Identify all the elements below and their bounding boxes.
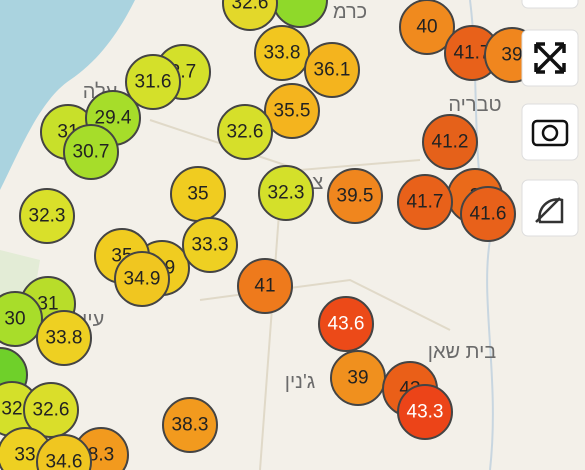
temperature-marker: 30 bbox=[0, 291, 43, 347]
temperature-marker: 32.6 bbox=[217, 104, 273, 160]
temperature-marker: 39 bbox=[330, 350, 386, 406]
marker-circle bbox=[237, 258, 293, 314]
temperature-marker: 41.7 bbox=[397, 174, 453, 230]
marker-circle bbox=[125, 54, 181, 110]
marker-circle bbox=[114, 251, 170, 307]
place-label: בית שאן bbox=[428, 341, 497, 363]
temperature-marker: 41 bbox=[237, 258, 293, 314]
temperature-marker: 32.6 bbox=[222, 0, 278, 31]
temperature-marker: 41.6 bbox=[460, 186, 516, 242]
marker-circle bbox=[399, 0, 455, 55]
place-label: כרמ bbox=[333, 1, 367, 23]
marker-label: 41 bbox=[254, 276, 275, 297]
marker-label: 31 bbox=[37, 294, 58, 315]
marker-circle bbox=[162, 397, 218, 453]
marker-label: 30.7 bbox=[73, 142, 110, 163]
marker-label: 8.3 bbox=[88, 445, 114, 466]
marker-label: 41.7 bbox=[407, 192, 444, 213]
temperature-marker: 40 bbox=[399, 0, 455, 55]
marker-label: 30 bbox=[4, 309, 25, 330]
marker-circle bbox=[254, 25, 310, 81]
ruler-icon bbox=[535, 197, 564, 224]
marker-circle bbox=[182, 217, 238, 273]
camera-icon bbox=[531, 119, 569, 147]
place-label: צ bbox=[313, 172, 324, 194]
marker-label: 32 bbox=[1, 399, 22, 420]
map-controls bbox=[521, 0, 579, 237]
marker-label: 32.6 bbox=[232, 0, 269, 14]
temperature-marker: 43.3 bbox=[397, 384, 453, 440]
temperature-marker: 33.3 bbox=[182, 217, 238, 273]
screenshot-button[interactable] bbox=[521, 103, 579, 161]
marker-label: 29.4 bbox=[95, 108, 132, 129]
marker-label: 34.6 bbox=[46, 452, 83, 470]
marker-circle bbox=[397, 174, 453, 230]
marker-label: 33.3 bbox=[192, 235, 229, 256]
fullscreen-icon bbox=[534, 42, 566, 74]
marker-label: 33 bbox=[14, 445, 35, 466]
marker-label: 40 bbox=[416, 17, 437, 38]
marker-circle bbox=[222, 0, 278, 31]
temperature-marker: 31.6 bbox=[125, 54, 181, 110]
sea bbox=[0, 0, 135, 190]
temperature-marker: 35.5 bbox=[264, 83, 320, 139]
temperature-marker: 43.6 bbox=[318, 296, 374, 352]
temperature-marker: 30.7 bbox=[63, 124, 119, 180]
marker-label: 36.1 bbox=[314, 60, 351, 81]
place-label: ג'נין bbox=[285, 371, 315, 393]
marker-circle bbox=[217, 104, 273, 160]
marker-circle bbox=[318, 296, 374, 352]
camera-lens bbox=[541, 124, 559, 142]
marker-circle bbox=[0, 291, 43, 347]
temperature-marker: 41.2 bbox=[422, 114, 478, 170]
temperature-marker: 32.3 bbox=[258, 165, 314, 221]
temperature-marker: 35 bbox=[170, 166, 226, 222]
temperature-marker: 33.8 bbox=[36, 310, 92, 366]
temperature-marker: 34.9 bbox=[114, 251, 170, 307]
marker-circle bbox=[327, 168, 383, 224]
marker-label: 43.6 bbox=[328, 314, 365, 335]
marker-label: 35 bbox=[187, 184, 208, 205]
button[interactable] bbox=[521, 0, 579, 9]
place-label: טבריה bbox=[448, 94, 501, 116]
temperature-marker bbox=[272, 0, 328, 28]
marker-label: 43.3 bbox=[407, 402, 444, 423]
temperature-marker: 32.6 bbox=[23, 382, 79, 438]
marker-label: 35.5 bbox=[274, 101, 311, 122]
marker-label: 34.9 bbox=[124, 269, 161, 290]
marker-label: 39 bbox=[501, 45, 522, 66]
temperature-marker: 34.6 bbox=[36, 434, 92, 470]
temperature-marker: 41.7 bbox=[444, 25, 500, 81]
temperature-marker: 39.5 bbox=[327, 168, 383, 224]
marker-circle bbox=[258, 165, 314, 221]
marker-label: 39.5 bbox=[337, 186, 374, 207]
marker-label: 41.2 bbox=[432, 132, 469, 153]
temperature-marker: 36.1 bbox=[304, 42, 360, 98]
temperature-marker: 32.3 bbox=[19, 188, 75, 244]
marker-circle bbox=[36, 434, 92, 470]
marker-label: 32.6 bbox=[227, 122, 264, 143]
marker-label: 38.3 bbox=[172, 415, 209, 436]
marker-circle bbox=[422, 114, 478, 170]
temperature-marker: 38.3 bbox=[162, 397, 218, 453]
temperature-marker: 33.8 bbox=[254, 25, 310, 81]
marker-circle bbox=[19, 188, 75, 244]
marker-circle bbox=[36, 310, 92, 366]
marker-circle bbox=[304, 42, 360, 98]
marker-label: 32.6 bbox=[33, 400, 70, 421]
marker-circle bbox=[397, 384, 453, 440]
marker-label: 33.8 bbox=[264, 43, 301, 64]
marker-label: 39 bbox=[347, 368, 368, 389]
marker-label: 31.6 bbox=[135, 72, 172, 93]
marker-circle bbox=[460, 186, 516, 242]
marker-label: 41.7 bbox=[454, 43, 491, 64]
marker-circle bbox=[63, 124, 119, 180]
marker-label: 33.8 bbox=[46, 328, 83, 349]
marker-label: 32.3 bbox=[29, 206, 66, 227]
marker-label: 41.6 bbox=[470, 204, 507, 225]
marker-label: 32.3 bbox=[268, 183, 305, 204]
marker-circle bbox=[264, 83, 320, 139]
marker-circle bbox=[23, 382, 79, 438]
